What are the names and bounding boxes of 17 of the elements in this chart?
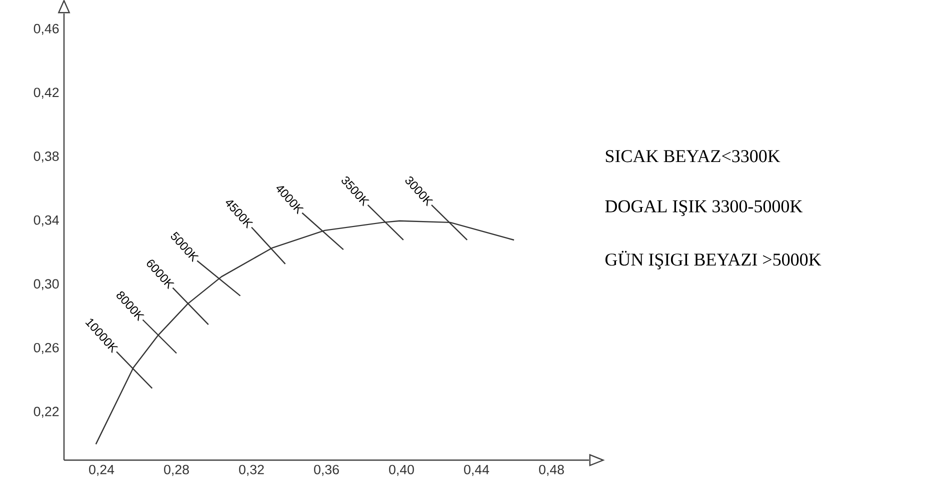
y-tick-label: 0,42 [34,87,59,99]
y-tick-label: 0,26 [34,342,59,354]
y-tick-label: 0,22 [34,406,59,418]
text: SICAK BEYAZ<3300K [606,150,780,162]
y-tick-label: 0,46 [34,24,59,35]
x-tick-label: 0,28 [164,464,189,476]
y-tick-label: 0,38 [34,151,59,162]
x-tick-label: 0,32 [239,464,264,476]
text: DOGAL IŞIK 3300-5000K [605,200,803,216]
y-tick-label: 0,30 [34,278,59,290]
x-tick-label: 0,24 [89,464,114,476]
x-tick-label: 0,36 [314,464,339,476]
text: GÜN IŞIGI BEYAZI >5000K [605,250,822,270]
x-tick-label: 0,48 [539,464,564,476]
x-tick-label: 0,40 [389,464,414,476]
y-tick-label: 0,34 [34,215,59,226]
x-tick-label: 0,44 [464,464,490,476]
